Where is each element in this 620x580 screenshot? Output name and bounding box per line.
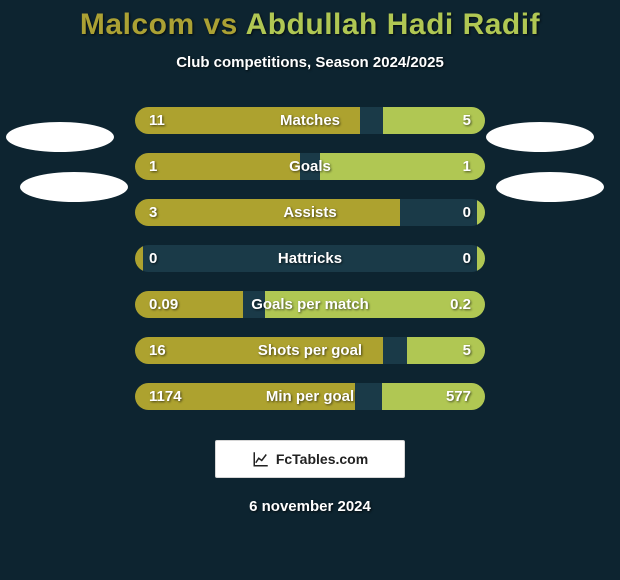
stat-row: 0.090.2Goals per match [135, 291, 485, 318]
stat-label: Shots per goal [135, 342, 485, 359]
stat-label: Min per goal [135, 388, 485, 405]
stat-label: Hattricks [135, 250, 485, 267]
footer-date: 6 november 2024 [0, 498, 620, 515]
comparison-title: Malcom vs Abdullah Hadi Radif [0, 8, 620, 42]
club-badge-placeholder [486, 122, 594, 152]
subtitle: Club competitions, Season 2024/2025 [0, 54, 620, 71]
stat-label: Matches [135, 112, 485, 129]
stat-label: Goals per match [135, 296, 485, 313]
stat-row: 30Assists [135, 199, 485, 226]
stat-row: 11Goals [135, 153, 485, 180]
stat-row: 165Shots per goal [135, 337, 485, 364]
source-badge[interactable]: FcTables.com [215, 440, 405, 478]
stat-row: 1174577Min per goal [135, 383, 485, 410]
stat-label: Goals [135, 158, 485, 175]
chart-icon [252, 450, 270, 468]
stat-label: Assists [135, 204, 485, 221]
stat-row: 00Hattricks [135, 245, 485, 272]
club-badge-placeholder [6, 122, 114, 152]
club-badge-placeholder [496, 172, 604, 202]
player2-name: Abdullah Hadi Radif [246, 8, 541, 41]
club-badge-placeholder [20, 172, 128, 202]
stats-panel: 115Matches 11Goals 30Assists 00Hattricks 0.0… [0, 107, 620, 410]
stat-row: 115Matches [135, 107, 485, 134]
badge-label: FcTables.com [276, 451, 368, 467]
player1-name: Malcom [80, 8, 195, 41]
vs-separator: vs [195, 8, 246, 41]
